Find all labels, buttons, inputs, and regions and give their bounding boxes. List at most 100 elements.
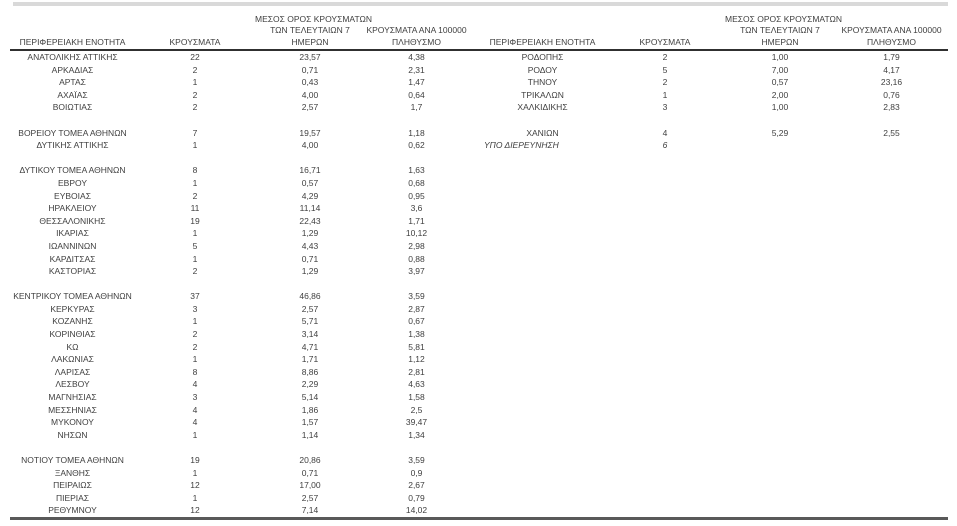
cases-value: 12 [190,505,200,516]
table-row: ΛΕΣΒΟΥ 4 2,29 4,63 [10,378,468,391]
region-name: ΚΟΡΙΝΘΙΑΣ [49,329,96,340]
per100k-value: 2,98 [408,240,425,251]
table-row: ΔΥΤΙΚΟΥ ΤΟΜΕΑ ΑΘΗΝΩΝ 8 16,71 1,63 [10,164,468,177]
header-line: ΚΡΟΥΣΜΑΤΑ ΑΝΑ 100000 [366,25,467,35]
cases-value [135,441,255,454]
left-table-header: ΠΕΡΙΦΕΡΕΙΑΚΗ ΕΝΟΤΗΤΑ ΚΡΟΥΣΜΑΤΑ ΜΕΣΟΣ ΟΡΟ… [10,14,468,50]
cases-value: 3 [662,102,668,113]
avg7-value [255,114,365,127]
table-row: ΠΙΕΡΙΑΣ 1 2,57 0,79 [10,492,468,505]
avg7-value: 5,29 [771,127,789,138]
table-row: ΑΧΑΪΑΣ 2 4,00 0,64 [10,89,468,102]
cases-value: 1 [192,429,198,440]
per100k-value: 3,59 [408,455,425,465]
region-name: ΤΡΙΚΑΛΩΝ [521,89,564,100]
avg7-value: 5,14 [301,392,319,403]
column-header-per100k: ΚΡΟΥΣΜΑΤΑ ΑΝΑ 100000 ΠΛΗΘΥΣΜΟ [365,25,468,49]
per100k-value: 1,79 [883,52,900,62]
cases-value: 4 [192,379,198,390]
region-name: ΙΚΑΡΙΑΣ [56,228,89,239]
region-name: ΑΡΚΑΔΙΑΣ [51,64,94,75]
table-row: ΕΒΡΟΥ 1 0,57 0,68 [10,177,468,190]
cases-value: 1 [192,228,198,239]
per100k-value: 0,79 [408,492,425,503]
cases-value: 37 [190,291,200,302]
cases-value: 4 [192,404,198,415]
cases-value: 1 [192,492,198,503]
region-name: ΙΩΑΝΝΙΝΩΝ [48,240,97,251]
cases-value: 1 [662,89,668,100]
column-header-cases: ΚΡΟΥΣΜΑΤΑ [639,36,691,47]
per100k-value: 14,02 [405,505,428,516]
table-row: ΚΕΡΚΥΡΑΣ 3 2,57 2,87 [10,303,468,316]
per100k-value: 1,63 [408,165,425,176]
per100k-value: 0,9 [410,467,423,478]
cases-value: 3 [192,392,198,403]
per100k-value: 1,58 [408,392,425,403]
region-name: ΝΟΤΙΟΥ ΤΟΜΕΑ ΑΘΗΝΩΝ [21,455,124,465]
per100k-value [365,114,468,127]
per100k-value: 0,67 [408,316,425,327]
cases-value: 1 [192,253,198,264]
per100k-value: 2,81 [408,366,425,377]
avg7-value: 1,00 [771,102,789,113]
cases-value: 5 [662,64,668,75]
table-row: ΜΥΚΟΝΟΥ 4 1,57 39,47 [10,416,468,429]
avg7-value [255,278,365,291]
column-header-avg7: ΜΕΣΟΣ ΟΡΟΣ ΚΡΟΥΣΜΑΤΩΝ ΤΩΝ ΤΕΛΕΥΤΑΙΩΝ 7 Η… [725,14,842,50]
avg7-value: 2,29 [301,379,319,390]
table-row: ΡΕΘΥΜΝΟΥ 12 7,14 14,02 [10,504,468,517]
cases-value: 4 [192,417,198,428]
cases-value [135,114,255,127]
table-row: ΧΑΝΙΩΝ 4 5,29 2,55 [480,127,948,140]
cases-value: 19 [190,215,200,226]
per100k-value: 4,17 [883,64,900,75]
per100k-value: 2,31 [408,64,425,75]
cases-value: 11 [190,203,200,214]
cases-value: 2 [192,329,198,340]
region-name: ΛΕΣΒΟΥ [55,379,90,390]
spacer-row [10,441,468,454]
cases-value: 2 [192,102,198,113]
region-name: ΔΥΤΙΚΗΣ ΑΤΤΙΚΗΣ [36,140,109,151]
per100k-value: 10,12 [405,228,428,239]
per100k-value: 23,16 [880,77,903,88]
table-row: ΚΑΣΤΟΡΙΑΣ 2 1,29 3,97 [10,265,468,278]
region-name: ΠΙΕΡΙΑΣ [55,492,90,503]
avg7-value: 5,71 [301,316,319,327]
region-name: ΛΑΚΩΝΙΑΣ [51,354,94,365]
table-row: ΞΑΝΘΗΣ 1 0,71 0,9 [10,467,468,480]
table-row: ΚΟΖΑΝΗΣ 1 5,71 0,67 [10,315,468,328]
region-name [10,152,135,165]
table-row: ΙΩΑΝΝΙΝΩΝ 5 4,43 2,98 [10,240,468,253]
per100k-value: 3,59 [408,291,425,302]
avg7-value [255,441,365,454]
table-row: ΚΕΝΤΡΙΚΟΥ ΤΟΜΕΑ ΑΘΗΝΩΝ 37 46,86 3,59 [10,290,468,303]
header-line: ΗΜΕΡΩΝ [761,36,799,47]
avg7-value: 2,57 [301,102,319,113]
avg7-value: 20,86 [299,455,321,465]
region-name: ΤΗΝΟΥ [527,77,558,88]
avg7-value: 0,57 [771,77,789,88]
per100k-value [365,152,468,165]
region-name: ΠΕΙΡΑΙΩΣ [53,480,92,491]
region-name: ΜΥΚΟΝΟΥ [51,417,94,428]
cases-value: 22 [190,52,200,62]
per100k-value: 1,12 [408,354,425,365]
table-row: ΙΚΑΡΙΑΣ 1 1,29 10,12 [10,227,468,240]
table-row: ΑΝΑΤΟΛΙΚΗΣ ΑΤΤΙΚΗΣ 22 23,57 4,38 [10,51,468,64]
column-header-region: ΠΕΡΙΦΕΡΕΙΑΚΗ ΕΝΟΤΗΤΑ [489,36,596,47]
per100k-value: 3,97 [408,266,425,277]
cases-value [605,114,725,127]
left-table-body: ΑΝΑΤΟΛΙΚΗΣ ΑΤΤΙΚΗΣ 22 23,57 4,38 ΑΡΚΑΔΙΑΣ 2 0,… [10,51,468,517]
avg7-value: 0,71 [301,253,319,264]
region-name [480,114,605,127]
per100k-value: 0,64 [408,89,425,100]
avg7-value: 4,00 [301,140,319,151]
avg7-value: 2,00 [771,89,789,100]
region-name: ΡΕΘΥΜΝΟΥ [48,505,97,516]
region-name: ΡΟΔΟΥ [527,64,558,75]
per100k-value: 1,71 [408,215,425,226]
cases-value: 3 [192,303,198,314]
table-row: ΛΑΚΩΝΙΑΣ 1 1,71 1,12 [10,353,468,366]
